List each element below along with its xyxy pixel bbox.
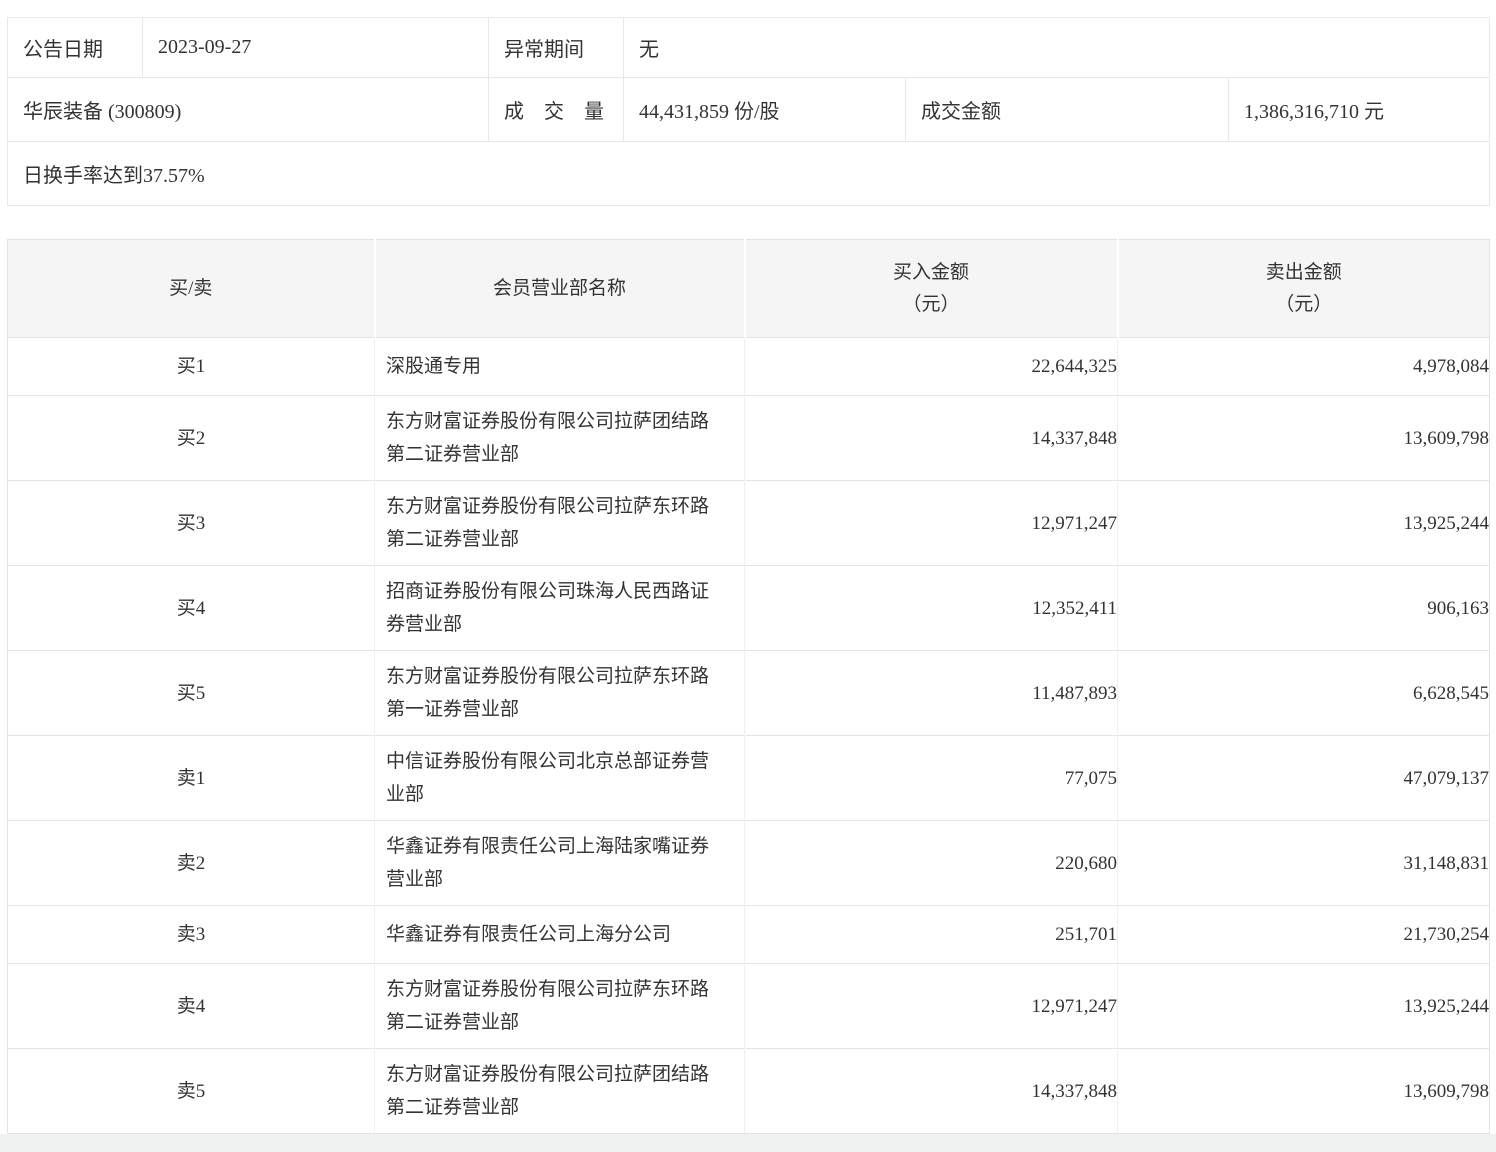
branch-name-cell: 深股通专用 <box>374 337 745 396</box>
sell-amount-cell: 906,163 <box>1117 565 1490 651</box>
side-cell: 卖3 <box>7 905 375 964</box>
sell-amount-cell: 13,925,244 <box>1117 963 1490 1049</box>
side-cell: 买1 <box>7 337 375 396</box>
buy-amount-cell: 22,644,325 <box>744 337 1118 396</box>
table-row: 买4 招商证券股份有限公司珠海人民西路证券营业部 12,352,411 906,… <box>7 565 1490 651</box>
stock-name: 华辰装备 (300809) <box>7 77 489 142</box>
branch-name: 深股通专用 <box>386 356 482 377</box>
branch-name-cell: 东方财富证券股份有限公司拉萨东环路第二证券营业部 <box>374 963 745 1049</box>
buy-amount-cell: 14,337,848 <box>744 395 1118 481</box>
side-cell: 卖1 <box>7 735 375 821</box>
side-cell: 卖2 <box>7 820 375 906</box>
buy-amount-cell: 12,352,411 <box>744 565 1118 651</box>
buy-amount-cell: 251,701 <box>744 905 1118 964</box>
table-row: 卖4 东方财富证券股份有限公司拉萨东环路第二证券营业部 12,971,247 1… <box>7 963 1490 1049</box>
abnormal-period-value: 无 <box>622 17 1491 78</box>
branch-name-cell: 东方财富证券股份有限公司拉萨团结路第二证券营业部 <box>374 1048 745 1134</box>
side-cell: 买5 <box>7 650 375 736</box>
table-row: 买1 深股通专用 22,644,325 4,978,084 <box>7 337 1490 396</box>
branch-name-cell: 东方财富证券股份有限公司拉萨东环路第一证券营业部 <box>374 650 745 736</box>
trading-table: 买/卖 会员营业部名称 买入金额 （元） 卖出金额 （元） 买1 深股通专用 <box>7 239 1490 1134</box>
branch-name-cell: 东方财富证券股份有限公司拉萨东环路第二证券营业部 <box>374 480 745 566</box>
sell-amount-cell: 4,978,084 <box>1117 337 1490 396</box>
branch-name: 东方财富证券股份有限公司拉萨东环路第二证券营业部 <box>386 496 710 550</box>
buy-amount-cell: 11,487,893 <box>744 650 1118 736</box>
buy-amount-header-line2: （元） <box>902 293 960 315</box>
sell-amount-column-header: 卖出金额 （元） <box>1116 239 1490 338</box>
buy-amount-cell: 12,971,247 <box>744 963 1118 1049</box>
branch-name-cell: 华鑫证券有限责任公司上海分公司 <box>374 905 745 964</box>
buy-amount-cell: 77,075 <box>744 735 1118 821</box>
sell-amount-cell: 21,730,254 <box>1117 905 1490 964</box>
announcement-date-label: 公告日期 <box>7 17 143 78</box>
branch-column-header: 会员营业部名称 <box>373 239 745 338</box>
table-row: 买2 东方财富证券股份有限公司拉萨团结路第二证券营业部 14,337,848 1… <box>7 395 1490 481</box>
branch-name: 东方财富证券股份有限公司拉萨团结路第二证券营业部 <box>386 1064 710 1118</box>
branch-name-cell: 华鑫证券有限责任公司上海陆家嘴证券营业部 <box>374 820 745 906</box>
buy-amount-cell: 220,680 <box>744 820 1118 906</box>
table-row: 卖5 东方财富证券股份有限公司拉萨团结路第二证券营业部 14,337,848 1… <box>7 1048 1490 1134</box>
branch-name-cell: 中信证券股份有限公司北京总部证券营业部 <box>374 735 745 821</box>
sell-amount-cell: 31,148,831 <box>1117 820 1490 906</box>
sell-amount-cell: 13,925,244 <box>1117 480 1490 566</box>
sell-amount-cell: 47,079,137 <box>1117 735 1490 821</box>
sell-amount-header-line1: 卖出金额 <box>1265 261 1342 283</box>
volume-label: 成 交 量 <box>488 77 624 142</box>
table-row: 买5 东方财富证券股份有限公司拉萨东环路第一证券营业部 11,487,893 6… <box>7 650 1490 736</box>
table-row: 卖1 中信证券股份有限公司北京总部证券营业部 77,075 47,079,137 <box>7 735 1490 821</box>
volume-value: 44,431,859 份/股 <box>623 77 906 142</box>
sell-amount-cell: 13,609,798 <box>1117 1048 1490 1134</box>
side-cell: 买4 <box>7 565 375 651</box>
sell-amount-header-line2: （元） <box>1275 293 1333 315</box>
branch-name: 东方财富证券股份有限公司拉萨东环路第一证券营业部 <box>386 666 710 720</box>
page-footer-strip <box>0 1134 1496 1152</box>
turnover-rate-note: 日换手率达到37.57% <box>6 141 1491 206</box>
announcement-date-value: 2023-09-27 <box>142 17 489 78</box>
side-cell: 卖5 <box>7 1048 375 1134</box>
trading-table-header: 买/卖 会员营业部名称 买入金额 （元） 卖出金额 （元） <box>7 239 1490 338</box>
side-column-header: 买/卖 <box>7 239 375 338</box>
buy-amount-cell: 12,971,247 <box>744 480 1118 566</box>
branch-name: 东方财富证券股份有限公司拉萨团结路第二证券营业部 <box>386 411 710 465</box>
table-row: 卖2 华鑫证券有限责任公司上海陆家嘴证券营业部 220,680 31,148,8… <box>7 820 1490 906</box>
table-row: 卖3 华鑫证券有限责任公司上海分公司 251,701 21,730,254 <box>7 905 1490 964</box>
buy-amount-header-line1: 买入金额 <box>892 261 969 283</box>
side-cell: 买3 <box>7 480 375 566</box>
side-cell: 买2 <box>7 395 375 481</box>
branch-name: 招商证券股份有限公司珠海人民西路证券营业部 <box>386 581 710 635</box>
sell-amount-cell: 13,609,798 <box>1117 395 1490 481</box>
summary-row-stock: 华辰装备 (300809) 成 交 量 44,431,859 份/股 成交金额 … <box>7 77 1491 142</box>
turnover-amount-label: 成交金额 <box>905 77 1229 142</box>
branch-name: 东方财富证券股份有限公司拉萨东环路第二证券营业部 <box>386 979 710 1033</box>
buy-amount-column-header: 买入金额 （元） <box>743 239 1118 338</box>
branch-name: 华鑫证券有限责任公司上海陆家嘴证券营业部 <box>386 836 710 890</box>
side-cell: 卖4 <box>7 963 375 1049</box>
buy-amount-cell: 14,337,848 <box>744 1048 1118 1134</box>
summary-table: 公告日期 2023-09-27 异常期间 无 华辰装备 (300809) 成 交… <box>6 17 1491 206</box>
branch-name: 中信证券股份有限公司北京总部证券营业部 <box>386 751 710 805</box>
summary-row-turnover-rate: 日换手率达到37.57% <box>6 141 1491 206</box>
summary-row-announcement: 公告日期 2023-09-27 异常期间 无 <box>7 17 1491 78</box>
sell-amount-cell: 6,628,545 <box>1117 650 1490 736</box>
table-row: 买3 东方财富证券股份有限公司拉萨东环路第二证券营业部 12,971,247 1… <box>7 480 1490 566</box>
branch-name-cell: 招商证券股份有限公司珠海人民西路证券营业部 <box>374 565 745 651</box>
turnover-amount-value: 1,386,316,710 元 <box>1227 77 1491 142</box>
branch-name-cell: 东方财富证券股份有限公司拉萨团结路第二证券营业部 <box>374 395 745 481</box>
abnormal-period-label: 异常期间 <box>488 17 624 78</box>
branch-name: 华鑫证券有限责任公司上海分公司 <box>386 924 672 945</box>
